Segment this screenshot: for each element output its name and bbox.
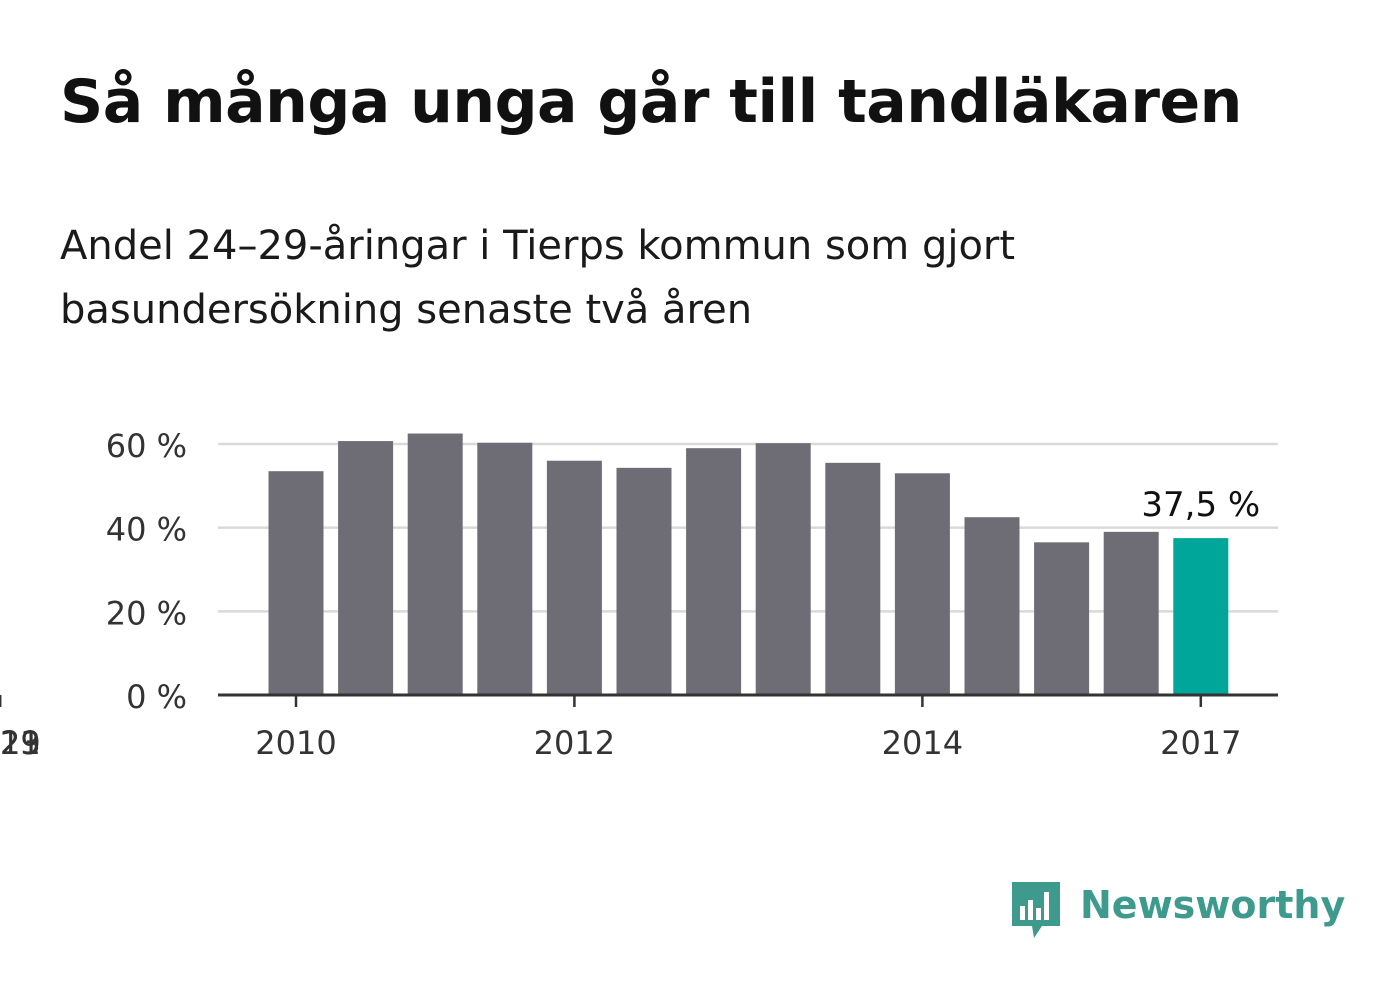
bar bbox=[964, 517, 1020, 695]
bar bbox=[825, 462, 881, 695]
bar bbox=[338, 441, 394, 695]
bar bbox=[686, 448, 742, 695]
bars bbox=[268, 433, 1229, 695]
bar bbox=[1103, 531, 1159, 695]
chart-title: Så många unga går till tandläkaren bbox=[60, 67, 1242, 137]
newsworthy-logo-icon bbox=[1012, 882, 1060, 938]
x-tick-label: 2012 bbox=[534, 724, 615, 762]
y-tick-label: 20 % bbox=[106, 594, 187, 632]
x-tick-label: 2010 bbox=[255, 724, 336, 762]
data-label-highlight: 37,5 % bbox=[1141, 485, 1260, 525]
data-labels: 37,5 % bbox=[1141, 485, 1260, 525]
y-tick-label: 60 % bbox=[106, 427, 187, 465]
x-axis-ticks: 2010 2012 2014 2017 201920212023 bbox=[0, 695, 1242, 762]
bar bbox=[894, 473, 950, 695]
gridlines bbox=[218, 442, 1278, 613]
bar bbox=[755, 443, 811, 695]
bar bbox=[546, 460, 602, 695]
y-tick-label: 0 % bbox=[126, 678, 187, 716]
bar bbox=[268, 471, 324, 695]
brand-name: Newsworthy bbox=[1080, 883, 1346, 927]
bar bbox=[407, 433, 463, 695]
y-axis-tick-labels: 0 % 20 % 40 % 60 % bbox=[106, 427, 187, 716]
x-tick-label: 2021 bbox=[0, 724, 41, 762]
x-tick-label: 2023 bbox=[0, 724, 41, 762]
bar bbox=[1034, 542, 1090, 695]
bar bbox=[616, 467, 672, 695]
x-tick-label: 2017 bbox=[1160, 724, 1241, 762]
x-tick-label: 2014 bbox=[882, 724, 963, 762]
x-tick-label: 2019 bbox=[0, 724, 41, 762]
newsworthy-logo[interactable]: Newsworthy bbox=[1010, 878, 1345, 942]
y-tick-label: 40 % bbox=[106, 511, 187, 549]
chart-subtitle: Andel 24–29-åringar i Tierps kommun som … bbox=[60, 223, 1016, 333]
bar bbox=[477, 442, 533, 695]
bar bbox=[1173, 538, 1229, 695]
